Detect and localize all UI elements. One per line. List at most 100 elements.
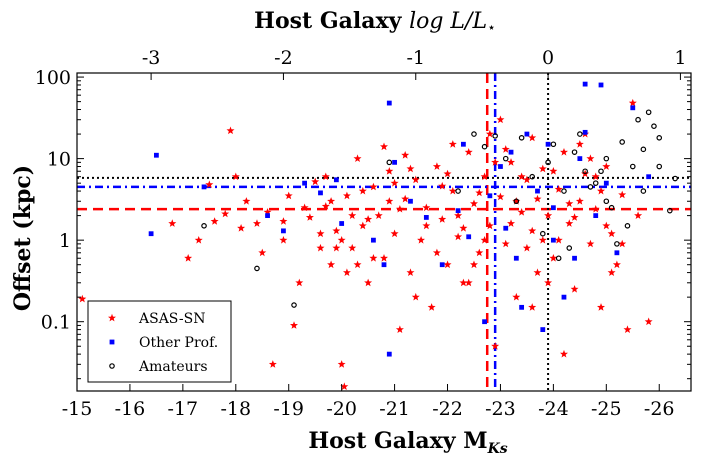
x-tick-label: -15 [62,398,93,420]
legend-marker-asas-sn [108,313,116,322]
data-point-asas-sn [538,164,547,173]
data-point-other-prof [487,193,493,199]
data-point-asas-sn [602,162,611,170]
data-point-asas-sn [221,209,230,218]
data-point-asas-sn [353,260,362,269]
data-point-asas-sn [321,202,330,210]
data-point-asas-sn [528,133,537,142]
data-point-asas-sn [358,221,367,230]
data-point-amateurs [545,159,551,166]
data-point-other-prof [545,141,551,147]
data-point-asas-sn [369,182,378,191]
data-point-other-prof [339,221,345,226]
data-point-asas-sn [480,172,489,181]
data-point-asas-sn [253,219,261,227]
data-point-other-prof [371,237,376,243]
data-point-asas-sn [507,158,515,166]
data-point-asas-sn [607,268,616,276]
data-point-asas-sn [522,175,531,184]
data-point-asas-sn [634,211,643,219]
series-other-prof [148,81,652,357]
data-point-amateurs [587,184,594,190]
data-point-other-prof [460,141,466,147]
data-point-asas-sn [343,268,351,276]
data-point-asas-sn [348,211,357,219]
data-point-other-prof [603,180,609,186]
data-point-other-prof [318,190,323,196]
data-point-asas-sn [517,208,526,216]
data-point-other-prof [482,319,487,325]
data-point-asas-sn [496,192,505,201]
data-point-asas-sn [279,217,288,225]
x-tick-label: -25 [591,398,622,420]
data-point-asas-sn [284,191,293,200]
data-point-asas-sn [544,278,553,287]
x-tick-label: -19 [273,398,304,420]
data-point-asas-sn [575,197,584,205]
data-point-asas-sn [406,268,415,276]
data-point-asas-sn [533,194,542,203]
data-point-asas-sn [380,142,388,151]
data-point-amateurs [513,198,520,205]
x2-tick-label: -1 [407,47,426,69]
data-point-asas-sn [231,172,240,181]
data-point-amateurs [471,131,477,137]
x2-tick-label: 1 [674,47,686,69]
data-point-amateurs [566,245,573,251]
data-point-other-prof [598,82,604,88]
data-point-other-prof [582,129,588,135]
data-point-amateurs [555,255,562,262]
data-point-amateurs [603,155,610,162]
x-tick-label: -18 [220,398,251,420]
data-point-amateurs [603,198,610,205]
data-point-asas-sn [78,294,87,303]
data-point-asas-sn [438,181,447,190]
data-point-asas-sn [411,292,420,301]
data-point-asas-sn [591,205,600,213]
data-point-amateurs [640,188,647,194]
data-point-asas-sn [644,317,653,326]
data-point-asas-sn [353,154,362,162]
data-point-asas-sn [374,211,383,219]
data-point-amateurs [608,204,615,211]
data-point-asas-sn [327,197,336,205]
data-point-amateurs [539,230,546,237]
data-point-asas-sn [549,167,558,175]
data-point-asas-sn [618,239,627,248]
data-point-other-prof [561,294,567,300]
data-point-asas-sn [533,268,542,276]
data-point-amateurs [614,241,620,247]
data-point-asas-sn [618,190,627,199]
data-point-asas-sn [385,167,394,175]
x-tick-label: -20 [326,398,357,420]
data-point-asas-sn [501,145,510,153]
data-point-asas-sn [528,226,537,235]
data-point-asas-sn [432,248,441,257]
y-tick-label: 0.1 [41,312,71,334]
data-point-amateurs [635,116,641,123]
data-point-asas-sn [507,219,515,227]
data-point-asas-sn [316,229,325,238]
data-point-other-prof [519,304,525,310]
data-point-asas-sn [454,232,463,241]
data-point-amateurs [577,131,583,137]
data-point-other-prof [386,100,392,106]
data-point-other-prof [593,213,599,219]
data-point-asas-sn [491,342,500,350]
data-point-other-prof [439,262,445,268]
data-point-other-prof [630,105,636,111]
data-point-asas-sn [268,360,277,368]
data-point-other-prof [153,152,159,158]
plot-area [77,73,691,391]
data-point-amateurs [645,109,652,116]
data-point-other-prof [466,234,472,240]
data-point-asas-sn [623,325,632,333]
data-point-asas-sn [295,278,304,287]
data-point-asas-sn [475,188,484,197]
x2-axis-title: Host Galaxy log L/L⋆ [254,8,496,36]
data-point-amateurs [598,168,604,175]
data-point-asas-sn [591,172,600,181]
data-point-other-prof [498,164,503,169]
data-point-asas-sn [380,254,388,262]
data-point-amateurs [667,207,673,214]
